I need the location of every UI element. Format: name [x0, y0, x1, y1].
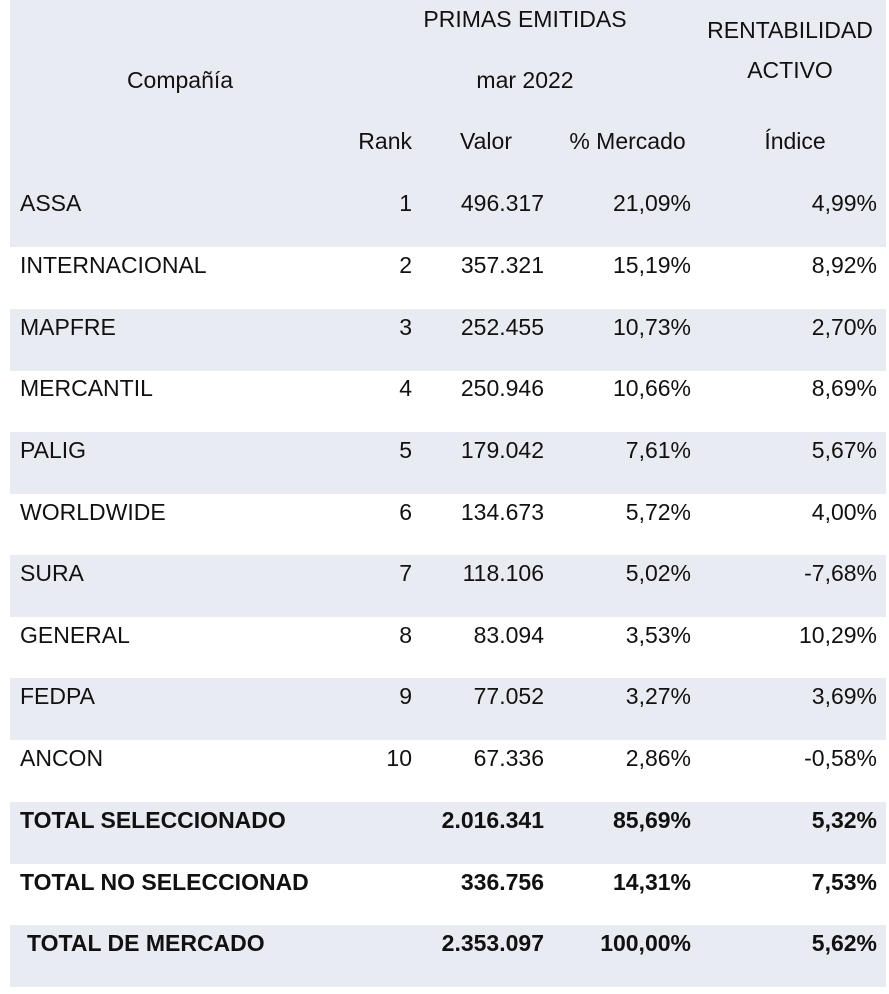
row-valor: 252.455 — [460, 314, 544, 340]
total-valor: 2.016.341 — [441, 807, 544, 833]
row-rank: 2 — [399, 252, 412, 278]
row-valor: 250.946 — [460, 375, 544, 401]
row-mercado: 5,02% — [625, 560, 691, 586]
row-mercado: 21,09% — [612, 190, 691, 216]
rank-header: Rank — [358, 128, 412, 154]
total-label: TOTAL DE MERCADO — [27, 930, 265, 956]
row-company: MERCANTIL — [20, 375, 153, 401]
row-valor: 67.336 — [473, 745, 544, 771]
header-band-top — [10, 0, 886, 123]
row-indice: 2,70% — [811, 314, 877, 340]
row-mercado: 3,53% — [625, 622, 691, 648]
row-rank: 9 — [399, 683, 412, 709]
company-header: Compañía — [126, 67, 234, 93]
total-indice: 5,32% — [811, 807, 877, 833]
row-rank: 10 — [386, 745, 412, 771]
row-valor: 357.321 — [460, 252, 544, 278]
row-valor: 496.317 — [460, 190, 544, 216]
indice-header: Índice — [764, 128, 826, 154]
row-company: INTERNACIONAL — [20, 252, 207, 278]
row-rank: 7 — [399, 560, 412, 586]
row-company: GENERAL — [20, 622, 130, 648]
period-header: mar 2022 — [476, 67, 574, 93]
row-company: WORLDWIDE — [20, 499, 166, 525]
row-indice: 4,99% — [811, 190, 877, 216]
primas-emitidas-header: PRIMAS EMITIDAS — [423, 6, 627, 32]
total-valor: 336.756 — [460, 869, 544, 895]
row-band — [10, 802, 886, 864]
total-label: TOTAL NO SELECCIONAD — [20, 869, 309, 895]
row-valor: 83.094 — [473, 622, 544, 648]
total-mercado: 14,31% — [612, 869, 691, 895]
row-mercado: 10,66% — [612, 375, 691, 401]
row-band — [10, 555, 886, 617]
row-rank: 8 — [399, 622, 412, 648]
row-company: FEDPA — [20, 683, 95, 709]
total-mercado: 85,69% — [612, 807, 691, 833]
valor-header: Valor — [460, 128, 512, 154]
row-mercado: 7,61% — [625, 437, 691, 463]
row-mercado: 15,19% — [612, 252, 691, 278]
row-indice: 8,92% — [811, 252, 877, 278]
row-rank: 3 — [399, 314, 412, 340]
total-mercado: 100,00% — [600, 930, 691, 956]
row-company: PALIG — [20, 437, 87, 463]
total-indice: 7,53% — [811, 869, 877, 895]
header-band-columns — [10, 123, 886, 185]
row-indice: -0,58% — [804, 745, 877, 771]
row-band — [10, 185, 886, 247]
row-mercado: 5,72% — [625, 499, 691, 525]
row-mercado: 2,86% — [625, 745, 691, 771]
row-valor: 77.052 — [473, 683, 544, 709]
total-valor: 2.353.097 — [441, 930, 544, 956]
activo-header: ACTIVO — [747, 57, 833, 83]
row-rank: 4 — [399, 375, 412, 401]
row-mercado: 3,27% — [625, 683, 691, 709]
row-band — [10, 309, 886, 371]
row-band — [10, 678, 886, 740]
row-indice: -7,68% — [804, 560, 877, 586]
row-company: MAPFRE — [20, 314, 116, 340]
row-indice: 3,69% — [811, 683, 877, 709]
total-indice: 5,62% — [811, 930, 877, 956]
mercado-header: % Mercado — [569, 128, 686, 154]
rentabilidad-header: RENTABILIDAD — [707, 17, 873, 43]
row-company: ANCON — [20, 745, 104, 771]
row-indice: 5,67% — [811, 437, 877, 463]
row-valor: 134.673 — [460, 499, 544, 525]
row-rank: 1 — [399, 190, 412, 216]
row-indice: 10,29% — [798, 622, 877, 648]
row-rank: 5 — [399, 437, 412, 463]
row-valor: 179.042 — [460, 437, 544, 463]
row-band — [10, 925, 886, 987]
row-indice: 4,00% — [811, 499, 877, 525]
row-company: SURA — [20, 560, 84, 586]
row-company: ASSA — [20, 190, 82, 216]
row-valor: 118.106 — [462, 560, 544, 586]
row-rank: 6 — [399, 499, 412, 525]
row-band — [10, 432, 886, 494]
row-indice: 8,69% — [811, 375, 877, 401]
row-mercado: 10,73% — [612, 314, 691, 340]
total-label: TOTAL SELECCIONADO — [20, 807, 286, 833]
